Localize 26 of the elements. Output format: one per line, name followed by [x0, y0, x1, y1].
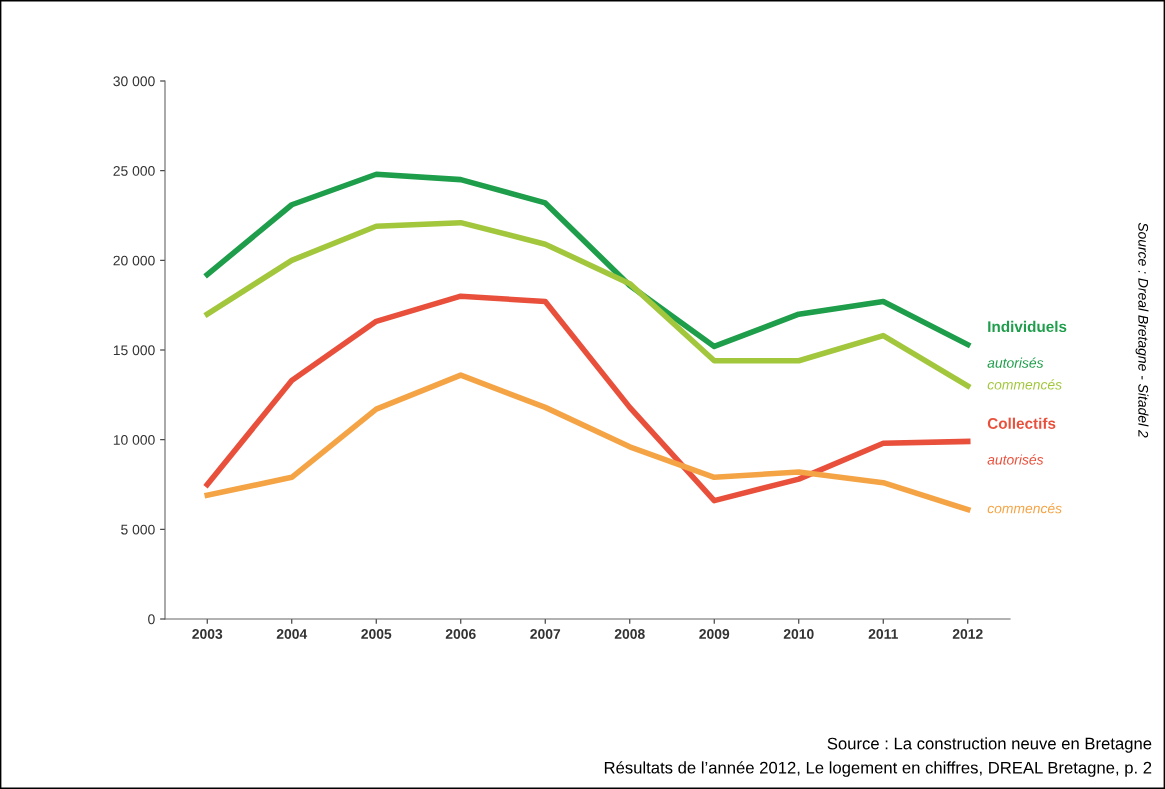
- annotation: Collectifs: [987, 417, 1056, 429]
- x-tick-label: 2011: [868, 629, 898, 639]
- x-tick-label: 2008: [614, 629, 645, 639]
- x-tick-label: 2006: [445, 629, 476, 639]
- series-label: autorisés: [987, 357, 1044, 368]
- series-label: autorisés: [987, 454, 1044, 465]
- series-label: commencés: [987, 379, 1062, 390]
- y-tick-label: 30 000: [113, 76, 155, 87]
- x-tick-label: 2007: [530, 629, 561, 639]
- x-tick-label: 2009: [699, 629, 730, 639]
- y-tick-label: 10 000: [113, 435, 155, 445]
- text: Résultats de l’année 2012, Le logement en chiffres, DREAL Bretagne, p. 2: [604, 761, 1152, 777]
- series-label: commencés: [987, 502, 1062, 514]
- x-tick-label: 2010: [783, 629, 814, 639]
- y-tick-label: 20 000: [113, 255, 155, 266]
- x-tick-label: 2003: [192, 629, 223, 639]
- y-tick-label: 15 000: [113, 345, 155, 356]
- y-tick-label: 0: [148, 614, 155, 625]
- source-note: Source : La construction neuve en Bretagne: [827, 737, 1152, 753]
- annotation: Individuels: [988, 320, 1067, 333]
- y-tick-label: 25 000: [113, 166, 155, 176]
- x-tick-label: 2005: [361, 629, 392, 639]
- x-tick-label: 2004: [276, 629, 308, 639]
- y-tick-label: 5 000: [121, 524, 155, 535]
- source-note: Source : Dreal Bretagne - Sitadel 2: [1135, 222, 1149, 438]
- x-tick-label: 2012: [952, 629, 983, 639]
